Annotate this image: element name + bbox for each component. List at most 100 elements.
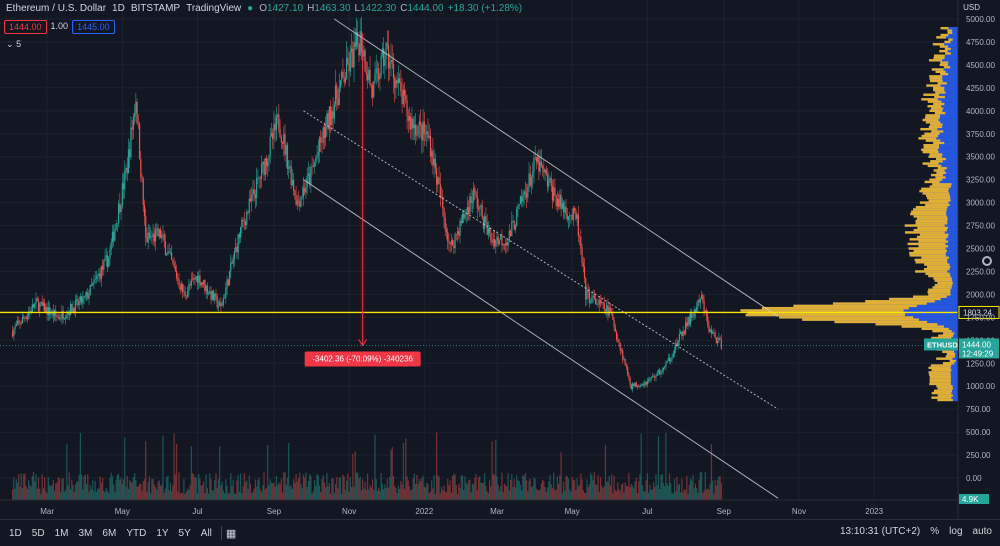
candle-body bbox=[486, 222, 488, 235]
timeframe-ytd[interactable]: YTD bbox=[126, 527, 147, 539]
volume-bar bbox=[206, 487, 208, 500]
candle-body bbox=[238, 234, 240, 238]
volume-bar bbox=[78, 474, 80, 500]
volume-bar bbox=[312, 491, 314, 500]
vp-bar-up bbox=[913, 208, 947, 211]
volume-bar bbox=[587, 487, 589, 500]
chevron-down-icon[interactable]: ⌄ bbox=[6, 39, 14, 49]
volume-bar bbox=[434, 493, 436, 500]
vp-bar-down bbox=[935, 176, 958, 179]
candle-body bbox=[72, 307, 74, 313]
vp-bar-down bbox=[944, 47, 958, 51]
interval-label[interactable]: 1D bbox=[112, 3, 125, 14]
candle-body bbox=[257, 177, 259, 179]
vp-bar-up bbox=[937, 394, 953, 397]
vp-bar-up bbox=[834, 320, 928, 324]
candle-body bbox=[535, 157, 538, 162]
candle-body bbox=[517, 205, 519, 209]
candle-body bbox=[203, 280, 205, 285]
volume-bar bbox=[150, 493, 152, 500]
chart-canvas[interactable]: 1803.24 -3402.36 (-70.09%) -340236 5000.… bbox=[0, 0, 1000, 520]
volume-bar bbox=[417, 484, 419, 500]
candle-body bbox=[87, 292, 89, 299]
timeframe-5d[interactable]: 5D bbox=[31, 527, 45, 539]
volume-bar bbox=[624, 482, 626, 500]
candle-body bbox=[699, 298, 701, 303]
candle-body bbox=[692, 316, 694, 318]
candle-body bbox=[286, 144, 289, 169]
candle-body bbox=[405, 95, 407, 101]
volume-bar bbox=[486, 491, 488, 500]
candle-body bbox=[214, 293, 216, 301]
volume-bar bbox=[481, 483, 483, 500]
volume-bar bbox=[527, 491, 529, 500]
timeframe-5y[interactable]: 5Y bbox=[178, 527, 191, 539]
candle-body bbox=[639, 386, 641, 388]
volume-bar bbox=[458, 483, 460, 500]
y-tick-label: 3250.00 bbox=[966, 176, 995, 185]
time-axis[interactable]: Mar May Jul Sep Nov 2022 Mar May Jul Sep Nov 2023 bbox=[0, 499, 958, 516]
volume-bar bbox=[216, 487, 218, 500]
vp-bar-up bbox=[945, 355, 955, 358]
vp-bar-up bbox=[926, 265, 951, 269]
volume-bar bbox=[561, 493, 563, 500]
volume-bar bbox=[190, 446, 192, 500]
candle-body bbox=[622, 350, 624, 360]
symbol-title[interactable]: Ethereum / U.S. Dollar bbox=[6, 3, 107, 14]
candle-body bbox=[479, 206, 481, 209]
candle-body bbox=[408, 116, 411, 121]
percent-toggle[interactable]: % bbox=[930, 526, 940, 537]
volume-bar bbox=[256, 486, 258, 500]
candle-body bbox=[256, 177, 258, 198]
candle-body bbox=[333, 104, 335, 119]
vp-bar-down bbox=[932, 43, 958, 46]
horizontal-line[interactable]: 1803.24 bbox=[0, 305, 1000, 346]
indicator-toggle[interactable]: ⌄ 5 bbox=[6, 39, 21, 50]
sell-button[interactable]: 1444.00 bbox=[4, 20, 47, 34]
candle-body bbox=[66, 314, 68, 319]
currency-label[interactable]: USD bbox=[963, 3, 980, 12]
candle-body bbox=[530, 177, 533, 186]
timeframe-1y[interactable]: 1Y bbox=[156, 527, 169, 539]
candle-body bbox=[152, 233, 154, 238]
candle-body bbox=[565, 206, 567, 215]
price-range-measure[interactable]: -3402.36 (-70.09%) -340236 bbox=[304, 33, 421, 367]
x-tick-label: Jul bbox=[642, 507, 652, 516]
candle-body bbox=[444, 217, 446, 230]
vp-bar-up bbox=[932, 286, 952, 289]
candle-body bbox=[146, 237, 148, 243]
candle-body bbox=[667, 358, 669, 361]
price-axis[interactable]: 5000.00 4750.00 4500.00 4250.00 4000.00 3750.… bbox=[924, 0, 999, 520]
volume-bar bbox=[55, 483, 57, 500]
candle-body bbox=[442, 196, 444, 209]
settings-icon[interactable] bbox=[982, 256, 992, 266]
volume-bar bbox=[259, 489, 261, 500]
volume-bar bbox=[593, 472, 595, 500]
vp-bar-up bbox=[931, 130, 944, 133]
log-toggle[interactable]: log bbox=[949, 526, 963, 537]
volume-bar bbox=[167, 475, 169, 500]
timeframe-6m[interactable]: 6M bbox=[102, 527, 117, 539]
volume-bar bbox=[211, 490, 213, 500]
timeframe-1d[interactable]: 1D bbox=[9, 527, 22, 539]
vp-bar-up bbox=[925, 194, 950, 197]
volume-bar bbox=[415, 484, 417, 500]
volume-bar bbox=[16, 482, 19, 500]
vp-bar-up bbox=[940, 61, 949, 64]
calendar-icon[interactable]: ▦ bbox=[225, 527, 237, 540]
clock-display[interactable]: 13:10:31 (UTC+2) bbox=[839, 526, 921, 537]
vp-bar-up bbox=[948, 38, 953, 41]
candle-body bbox=[710, 329, 713, 334]
candle-body bbox=[350, 48, 353, 53]
buy-button[interactable]: 1445.00 bbox=[72, 20, 115, 34]
candle-body bbox=[231, 262, 233, 264]
candle-body bbox=[717, 340, 719, 344]
timeframe-all[interactable]: All bbox=[200, 527, 212, 539]
timeframe-1m[interactable]: 1M bbox=[54, 527, 69, 539]
volume-bar bbox=[277, 485, 279, 500]
auto-toggle[interactable]: auto bbox=[972, 526, 992, 537]
timeframe-3m[interactable]: 3M bbox=[78, 527, 93, 539]
vp-bar-up bbox=[935, 176, 946, 179]
candle-body bbox=[481, 205, 483, 218]
candle-body bbox=[498, 239, 501, 245]
